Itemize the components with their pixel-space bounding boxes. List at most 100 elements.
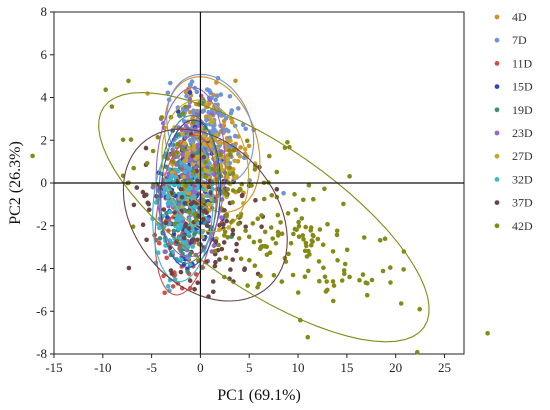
data-point — [243, 126, 248, 132]
data-point — [184, 183, 189, 188]
data-point — [309, 242, 314, 248]
data-point — [292, 192, 297, 197]
data-point — [234, 241, 239, 247]
data-point — [163, 220, 169, 226]
data-point — [178, 187, 184, 192]
data-point — [217, 140, 222, 146]
data-point — [299, 216, 305, 221]
data-point — [258, 273, 263, 279]
data-point — [181, 174, 186, 180]
data-point — [120, 137, 126, 143]
data-point — [210, 279, 216, 284]
data-point — [271, 273, 277, 278]
data-point — [218, 152, 223, 157]
data-point — [223, 255, 229, 261]
data-point — [147, 207, 152, 213]
data-point — [219, 215, 224, 220]
data-point — [228, 110, 234, 116]
data-point — [320, 242, 326, 247]
data-point — [190, 162, 195, 167]
data-point — [195, 150, 201, 156]
data-point — [268, 225, 274, 230]
data-point — [485, 331, 490, 336]
data-point — [199, 230, 205, 235]
data-point — [227, 148, 232, 154]
data-point — [161, 273, 166, 279]
data-point — [236, 236, 242, 241]
data-point — [294, 227, 299, 233]
data-point — [199, 93, 204, 99]
data-point — [194, 186, 200, 192]
data-point — [162, 290, 167, 296]
data-point — [222, 229, 228, 235]
data-point — [214, 93, 220, 98]
legend-marker — [494, 153, 500, 159]
y-tick-label: -4 — [36, 261, 47, 276]
data-point — [228, 152, 233, 158]
legend: 4D 7D 11D 15D 19D 23D 27D 32D 37D 42D — [494, 10, 533, 233]
data-point — [234, 248, 239, 254]
legend-label: 7D — [512, 33, 527, 47]
data-point — [377, 238, 383, 243]
data-point — [401, 267, 406, 272]
data-point — [335, 258, 340, 263]
data-point — [109, 104, 115, 109]
data-point — [200, 199, 206, 204]
data-point — [212, 248, 218, 254]
data-point — [302, 248, 308, 254]
data-point — [207, 88, 212, 93]
data-point — [334, 228, 340, 234]
data-point — [189, 79, 195, 84]
data-point — [211, 243, 217, 248]
data-point — [252, 167, 258, 172]
data-point — [302, 274, 308, 280]
data-point — [217, 257, 222, 262]
legend-item-27D: 27D — [494, 149, 533, 163]
data-point — [157, 236, 163, 241]
legend-item-32D: 32D — [494, 172, 533, 186]
data-point — [179, 257, 184, 263]
data-point — [267, 250, 273, 255]
data-point — [306, 268, 311, 274]
data-point — [285, 211, 291, 216]
data-point — [211, 289, 216, 295]
data-point — [199, 125, 204, 130]
data-point — [322, 274, 328, 280]
legend-item-7D: 7D — [494, 33, 527, 47]
data-point — [193, 205, 198, 210]
y-axis-ticks: 8 6 4 2 0 -2 -4 -6 -8 — [36, 4, 54, 361]
data-point — [199, 167, 204, 172]
legend-item-42D: 42D — [494, 219, 533, 233]
data-point — [201, 141, 207, 147]
data-point — [178, 269, 184, 275]
data-point — [182, 141, 188, 146]
confidence-ellipse-15D — [160, 119, 222, 268]
y-tick-label: 6 — [41, 47, 48, 62]
data-point — [194, 89, 200, 95]
legend-marker — [494, 223, 500, 229]
data-point — [417, 306, 423, 312]
legend-item-37D: 37D — [494, 196, 533, 210]
data-point — [322, 186, 327, 192]
data-point — [251, 239, 257, 245]
data-point — [232, 133, 238, 139]
data-point — [226, 128, 231, 134]
data-point — [247, 257, 252, 263]
data-point — [246, 234, 252, 240]
legend-marker — [494, 84, 500, 89]
legend-label: 37D — [512, 196, 533, 210]
data-point — [243, 228, 248, 233]
legend-label: 11D — [512, 56, 533, 70]
data-point — [288, 240, 294, 246]
data-point — [246, 143, 252, 149]
data-point — [144, 237, 149, 243]
data-point — [361, 235, 367, 240]
data-point — [223, 116, 229, 121]
legend-item-19D: 19D — [494, 103, 533, 117]
data-point — [245, 138, 250, 144]
data-point — [174, 239, 180, 244]
data-point — [344, 247, 350, 253]
legend-marker — [494, 200, 500, 206]
data-point — [207, 114, 213, 120]
